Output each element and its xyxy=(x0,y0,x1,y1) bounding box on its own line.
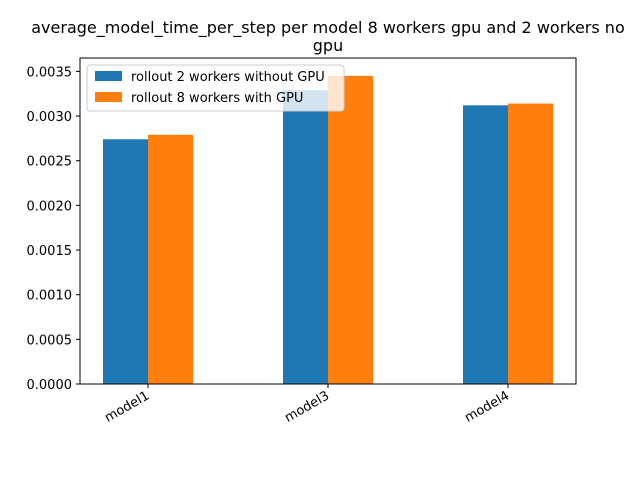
bar-model4-series-1 xyxy=(463,105,508,385)
legend-box xyxy=(86,64,345,112)
bar-model1-series-1 xyxy=(103,139,148,384)
plot-frame xyxy=(79,57,577,385)
y-axis: 0.0000 0.0005 0.0010 0.0015 0.0020 0.0025 0.00… xyxy=(27,65,80,393)
y-tick-label: 0.0005 xyxy=(27,333,73,348)
bar-model3-series-2 xyxy=(328,75,373,385)
bar-model3-series-1 xyxy=(283,90,328,384)
legend: rollout 2 workers without GPU rollout 8 w… xyxy=(86,64,345,112)
legend-swatch-series-1 xyxy=(95,71,122,81)
bar-model1-series-2 xyxy=(148,134,193,384)
y-tick-label: 0.0015 xyxy=(27,244,73,259)
legend-label-series-2: rollout 8 workers with GPU xyxy=(131,91,303,106)
y-tick-label: 0.0010 xyxy=(27,289,73,304)
chart-title-line1: average_model_time_per_step per model 8 … xyxy=(31,18,624,38)
legend-label-series-1: rollout 2 workers without GPU xyxy=(131,70,325,85)
y-tick-label: 0.0035 xyxy=(27,65,73,80)
y-tick-label: 0.0025 xyxy=(27,155,73,170)
chart-title-line2: gpu xyxy=(313,36,343,55)
bar-model4-series-2 xyxy=(508,103,553,384)
y-tick-label: 0.0030 xyxy=(27,110,73,125)
y-tick-label: 0.0000 xyxy=(27,378,73,393)
bars-layer xyxy=(103,75,553,385)
legend-swatch-series-2 xyxy=(95,92,122,102)
y-tick-label: 0.0020 xyxy=(27,199,73,214)
